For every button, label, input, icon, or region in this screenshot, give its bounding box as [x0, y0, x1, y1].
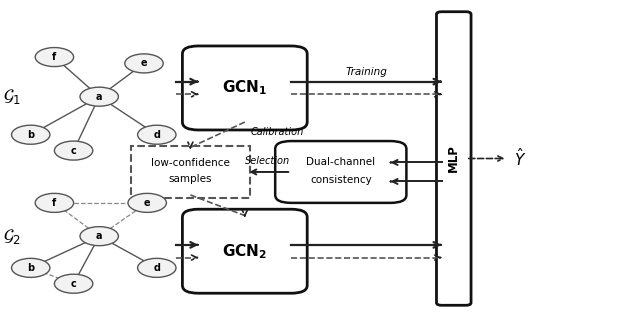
Text: a: a	[96, 231, 102, 241]
Text: f: f	[52, 52, 56, 62]
Text: consistency: consistency	[310, 175, 372, 185]
Circle shape	[12, 258, 50, 277]
FancyBboxPatch shape	[436, 12, 471, 305]
FancyBboxPatch shape	[182, 209, 307, 293]
Circle shape	[54, 141, 93, 160]
Circle shape	[128, 193, 166, 212]
Circle shape	[35, 193, 74, 212]
Text: f: f	[52, 198, 56, 208]
Circle shape	[12, 125, 50, 144]
Text: c: c	[71, 146, 76, 156]
FancyBboxPatch shape	[275, 141, 406, 203]
Text: Selection: Selection	[244, 156, 290, 166]
Text: low-confidence: low-confidence	[151, 158, 230, 168]
Circle shape	[80, 227, 118, 246]
Text: $\mathbf{GCN_2}$: $\mathbf{GCN_2}$	[222, 242, 268, 261]
Text: d: d	[154, 130, 160, 140]
Text: Training: Training	[346, 67, 387, 77]
Circle shape	[138, 258, 176, 277]
Text: e: e	[141, 58, 147, 68]
Text: $\mathbf{GCN_1}$: $\mathbf{GCN_1}$	[222, 79, 268, 97]
Text: MLP: MLP	[447, 145, 460, 172]
Text: Calibration: Calibration	[250, 127, 303, 137]
Text: $\mathcal{G}_1$: $\mathcal{G}_1$	[3, 87, 21, 106]
Circle shape	[80, 87, 118, 106]
Text: $\hat{Y}$: $\hat{Y}$	[514, 147, 526, 170]
Text: samples: samples	[169, 174, 212, 184]
Text: d: d	[154, 263, 160, 273]
Circle shape	[35, 48, 74, 67]
Circle shape	[54, 274, 93, 293]
Text: b: b	[27, 130, 35, 140]
Circle shape	[138, 125, 176, 144]
Circle shape	[125, 54, 163, 73]
Text: b: b	[27, 263, 35, 273]
FancyBboxPatch shape	[182, 46, 307, 130]
Text: e: e	[144, 198, 150, 208]
Text: c: c	[71, 279, 76, 289]
FancyBboxPatch shape	[131, 146, 250, 198]
Text: a: a	[96, 92, 102, 102]
Text: $\mathcal{G}_2$: $\mathcal{G}_2$	[3, 227, 21, 246]
Text: Dual-channel: Dual-channel	[306, 158, 376, 167]
